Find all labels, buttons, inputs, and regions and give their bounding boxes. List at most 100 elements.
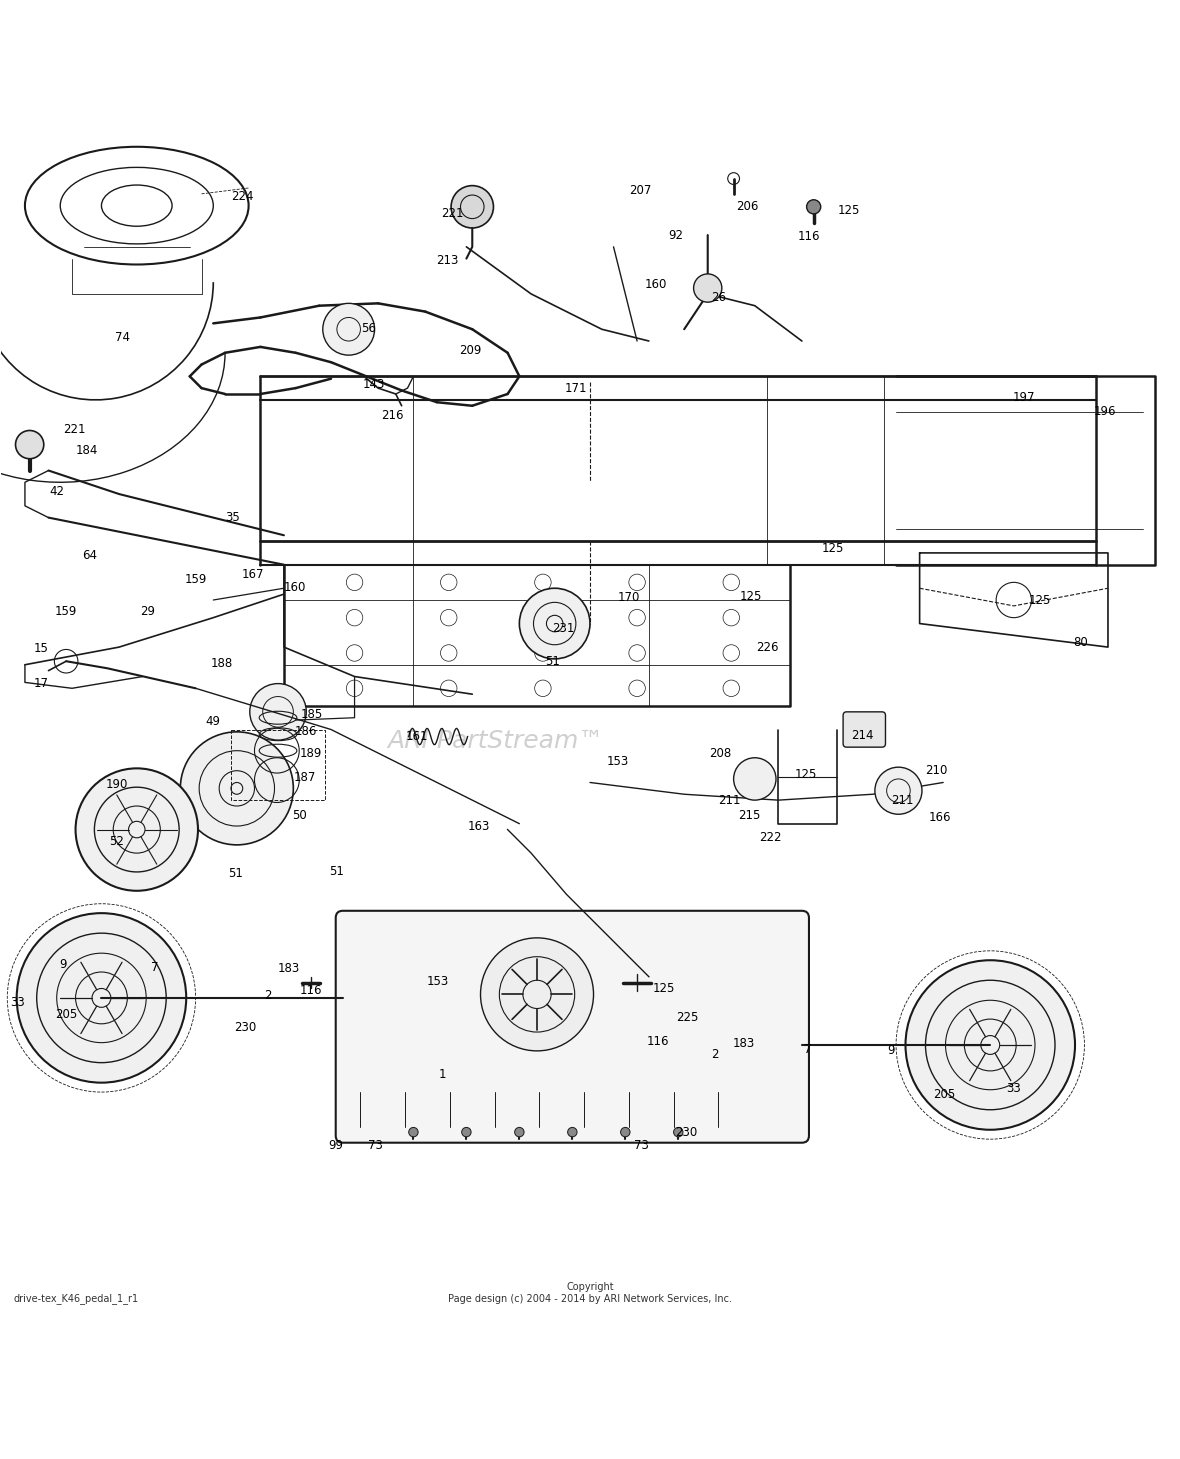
Text: 221: 221 (441, 207, 464, 220)
Text: 35: 35 (224, 511, 240, 524)
Text: 7: 7 (804, 1043, 812, 1056)
FancyBboxPatch shape (843, 712, 885, 747)
Text: 143: 143 (362, 378, 385, 391)
Text: 189: 189 (300, 747, 322, 760)
Text: 196: 196 (1093, 406, 1116, 419)
Text: 170: 170 (617, 591, 640, 604)
Text: 15: 15 (34, 642, 48, 655)
Text: 51: 51 (329, 865, 345, 878)
Text: 125: 125 (653, 982, 675, 995)
Circle shape (807, 200, 821, 214)
Text: 207: 207 (629, 184, 651, 197)
Text: 80: 80 (1074, 636, 1088, 649)
Text: 197: 197 (1014, 391, 1036, 404)
Circle shape (323, 303, 374, 355)
Circle shape (451, 185, 493, 228)
Text: 185: 185 (301, 708, 323, 721)
Text: 153: 153 (608, 754, 629, 767)
Text: 74: 74 (116, 331, 130, 344)
Text: 125: 125 (794, 767, 817, 781)
Text: 17: 17 (34, 677, 48, 690)
Text: 51: 51 (228, 867, 243, 880)
Circle shape (250, 684, 307, 740)
Text: 49: 49 (205, 715, 221, 728)
FancyBboxPatch shape (336, 910, 809, 1142)
Text: 125: 125 (838, 204, 860, 217)
Text: 159: 159 (55, 605, 78, 619)
Text: 2: 2 (712, 1048, 719, 1061)
Circle shape (874, 767, 922, 814)
Text: 56: 56 (361, 321, 376, 334)
Text: 205: 205 (933, 1088, 956, 1102)
Text: 116: 116 (647, 1034, 669, 1048)
Text: 216: 216 (381, 409, 404, 422)
Text: ARI PartStream™: ARI PartStream™ (388, 730, 604, 753)
Text: 188: 188 (210, 657, 232, 670)
Text: 183: 183 (277, 961, 300, 975)
Text: 153: 153 (427, 975, 450, 988)
Text: 167: 167 (242, 568, 264, 581)
Text: 64: 64 (83, 549, 97, 562)
Text: 50: 50 (291, 808, 307, 821)
Text: 221: 221 (63, 423, 86, 436)
Text: 125: 125 (740, 589, 762, 603)
Circle shape (461, 1128, 471, 1137)
Text: 215: 215 (738, 808, 760, 821)
Circle shape (694, 274, 722, 302)
Circle shape (734, 757, 776, 800)
Text: 160: 160 (283, 581, 306, 594)
Text: 224: 224 (231, 190, 254, 203)
Text: Copyright
Page design (c) 2004 - 2014 by ARI Network Services, Inc.: Copyright Page design (c) 2004 - 2014 by… (448, 1282, 732, 1304)
Text: 210: 210 (925, 765, 948, 778)
Circle shape (621, 1128, 630, 1137)
Text: 92: 92 (668, 229, 683, 242)
Text: 190: 190 (105, 778, 127, 791)
Text: 214: 214 (851, 730, 873, 741)
Text: 33: 33 (1007, 1083, 1021, 1096)
Text: 125: 125 (1029, 594, 1051, 607)
Text: 9: 9 (59, 959, 66, 972)
Text: 52: 52 (110, 835, 124, 848)
Text: 7: 7 (151, 961, 158, 973)
Text: drive-tex_K46_pedal_1_r1: drive-tex_K46_pedal_1_r1 (13, 1293, 138, 1304)
Text: 231: 231 (552, 622, 575, 635)
Text: 205: 205 (55, 1008, 77, 1021)
Text: 2: 2 (263, 989, 271, 1002)
Text: 1: 1 (439, 1068, 446, 1081)
Text: 166: 166 (929, 811, 951, 824)
Circle shape (480, 938, 594, 1050)
Text: 73: 73 (368, 1138, 384, 1151)
Circle shape (17, 913, 186, 1083)
Circle shape (76, 769, 198, 891)
Circle shape (408, 1128, 418, 1137)
Text: 161: 161 (406, 730, 428, 743)
Text: 230: 230 (675, 1125, 697, 1138)
Text: 230: 230 (234, 1021, 256, 1034)
Circle shape (674, 1128, 683, 1137)
Text: 211: 211 (891, 794, 913, 807)
Circle shape (905, 960, 1075, 1129)
Text: 163: 163 (468, 820, 491, 833)
Text: 160: 160 (644, 279, 667, 290)
Text: 159: 159 (184, 573, 206, 587)
Circle shape (514, 1128, 524, 1137)
Text: 9: 9 (887, 1045, 896, 1058)
Text: 208: 208 (709, 747, 732, 760)
Text: 213: 213 (437, 254, 459, 267)
Text: 183: 183 (733, 1037, 755, 1050)
Text: 116: 116 (300, 985, 322, 998)
Text: 209: 209 (459, 344, 481, 357)
Text: 206: 206 (736, 200, 759, 213)
Text: 222: 222 (759, 832, 781, 845)
Text: 26: 26 (710, 290, 726, 303)
Text: 51: 51 (545, 655, 559, 668)
Text: 33: 33 (11, 996, 25, 1010)
Text: 29: 29 (140, 605, 155, 619)
Circle shape (519, 588, 590, 659)
Circle shape (15, 430, 44, 458)
Circle shape (568, 1128, 577, 1137)
Text: 116: 116 (798, 229, 820, 242)
Text: 171: 171 (564, 382, 588, 394)
Text: 184: 184 (77, 444, 98, 457)
Text: 211: 211 (717, 794, 740, 807)
